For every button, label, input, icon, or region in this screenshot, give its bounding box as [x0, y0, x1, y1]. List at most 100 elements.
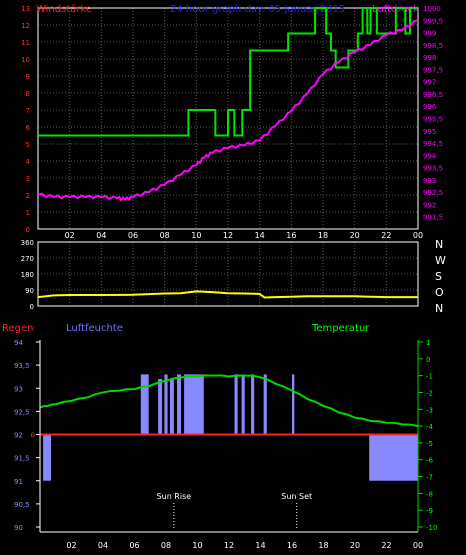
x-tick-label: 04 — [98, 541, 108, 550]
temperature-tick-label: 1 — [426, 339, 430, 347]
x-tick-label: 20 — [350, 541, 360, 550]
wind-pressure-panel: Windstärke 24 hour graph day: 05 Januar … — [21, 4, 443, 240]
temperature-tick-label: -3 — [426, 406, 433, 414]
wind-tick-label: 6 — [26, 124, 31, 132]
wind-tick-label: 1 — [26, 209, 30, 217]
x-tick-label: 06 — [128, 231, 138, 240]
humidity-tick-label: 93 — [14, 385, 23, 393]
humidity-bar — [169, 379, 174, 435]
x-tick-label: 22 — [381, 541, 391, 550]
compass-label: W — [435, 254, 446, 267]
sunset-label: Sun Set — [281, 492, 312, 501]
temperature-tick-label: -4 — [426, 423, 434, 431]
wind-tick-label: 3 — [26, 175, 30, 183]
pressure-tick-label: 1000 — [423, 5, 441, 13]
humidity-tick-label: 90,5 — [14, 501, 30, 509]
wind-direction-line — [37, 290, 418, 299]
wind-tick-label: 13 — [21, 5, 30, 13]
pressure-tick-label: 999 — [423, 30, 436, 38]
pressure-tick-label: 994,5 — [423, 140, 443, 148]
rain-panel-ticks: 9090,59191,59292,59393,5940-10-9-8-7-6-5… — [14, 339, 437, 550]
wind-tick-label: 11 — [21, 39, 30, 47]
direction-tick-label: 360 — [21, 239, 34, 247]
wind-direction-frame — [37, 241, 419, 307]
wind-tick-label: 10 — [21, 56, 30, 64]
wind-tick-label: 5 — [26, 141, 30, 149]
x-tick-label: 12 — [223, 231, 233, 240]
x-tick-label: 18 — [318, 541, 328, 550]
pressure-tick-label: 991,5 — [423, 214, 443, 222]
compass-label: S — [435, 270, 442, 283]
humidity-tick-label: 92,5 — [14, 408, 30, 416]
x-tick-label: 00 — [413, 231, 423, 240]
wind-tick-label: 2 — [26, 192, 30, 200]
temperature-tick-label: -10 — [426, 524, 437, 532]
x-tick-label: 18 — [318, 231, 328, 240]
humidity-bar — [369, 434, 418, 481]
wind-pressure-grid — [38, 7, 419, 230]
compass-label: O — [435, 286, 444, 299]
humidity-bar — [43, 434, 52, 481]
pressure-tick-label: 997 — [423, 79, 436, 87]
wind-tick-label: 7 — [26, 107, 30, 115]
wind-pressure-frame — [37, 7, 419, 230]
x-tick-label: 02 — [66, 541, 76, 550]
humidity-tick-label: 93,5 — [14, 362, 30, 370]
wind-speed-line — [38, 7, 418, 137]
humidity-bar — [177, 374, 181, 435]
humidity-tick-label: 90 — [14, 524, 23, 532]
humidity-bar — [234, 374, 238, 435]
x-tick-label: 22 — [381, 231, 391, 240]
temperature-line — [39, 374, 419, 428]
humidity-bars — [43, 374, 418, 481]
pressure-tick-label: 997,5 — [423, 66, 443, 74]
direction-tick-label: 0 — [30, 303, 34, 311]
x-tick-label: 00 — [413, 541, 423, 550]
humidity-tick-label: 94 — [14, 339, 23, 347]
x-tick-label: 10 — [191, 231, 201, 240]
chart-title: 24 hour graph day: 05 Januar 2015 — [170, 4, 345, 15]
temperature-tick-label: -9 — [426, 507, 433, 515]
direction-tick-label: 270 — [21, 255, 34, 263]
humidity-bar — [164, 374, 168, 435]
temperature-tick-label: -6 — [426, 457, 434, 465]
regen-label: Regen — [2, 323, 34, 334]
pressure-tick-label: 996,5 — [423, 91, 443, 99]
humidity-bar — [251, 374, 255, 435]
compass-label: N — [435, 302, 443, 315]
temperature-tick-label: 0 — [426, 356, 430, 364]
temperature-tick-label: -5 — [426, 440, 433, 448]
x-tick-label: 02 — [65, 231, 75, 240]
humidity-bar — [158, 379, 163, 435]
wind-tick-label: 0 — [26, 226, 30, 234]
humidity-tick-label: 92 — [14, 432, 23, 440]
x-tick-label: 12 — [224, 541, 234, 550]
temperatur-label: Temperatur — [311, 323, 370, 334]
humidity-bar — [263, 374, 267, 435]
pressure-tick-label: 993 — [423, 177, 436, 185]
x-tick-label: 16 — [287, 541, 297, 550]
temperature-tick-label: -7 — [426, 474, 433, 482]
direction-tick-label: 180 — [21, 271, 34, 279]
humidity-bar — [140, 374, 149, 435]
wind-pressure-ticks: 012345678910111213991,5992992,5993993,59… — [21, 5, 443, 240]
compass-label: N — [435, 238, 443, 251]
rain-humidity-temperature-panel: Regen Luftfeuchte Temperatur Sun Rise Su… — [2, 323, 437, 550]
pressure-tick-label: 998 — [423, 54, 436, 62]
pressure-line — [37, 19, 419, 202]
x-tick-label: 08 — [160, 231, 170, 240]
x-tick-label: 20 — [350, 231, 360, 240]
temperature-tick-label: -2 — [426, 389, 433, 397]
pressure-tick-label: 992,5 — [423, 189, 443, 197]
pressure-tick-label: 998,5 — [423, 42, 443, 50]
x-tick-label: 10 — [192, 541, 202, 550]
pressure-tick-label: 996 — [423, 103, 437, 111]
pressure-tick-label: 995 — [423, 128, 436, 136]
wind-tick-label: 4 — [26, 158, 31, 166]
pressure-tick-label: 995,5 — [423, 116, 443, 124]
humidity-bar — [292, 374, 295, 435]
windstaerke-label: Windstärke — [36, 4, 92, 15]
